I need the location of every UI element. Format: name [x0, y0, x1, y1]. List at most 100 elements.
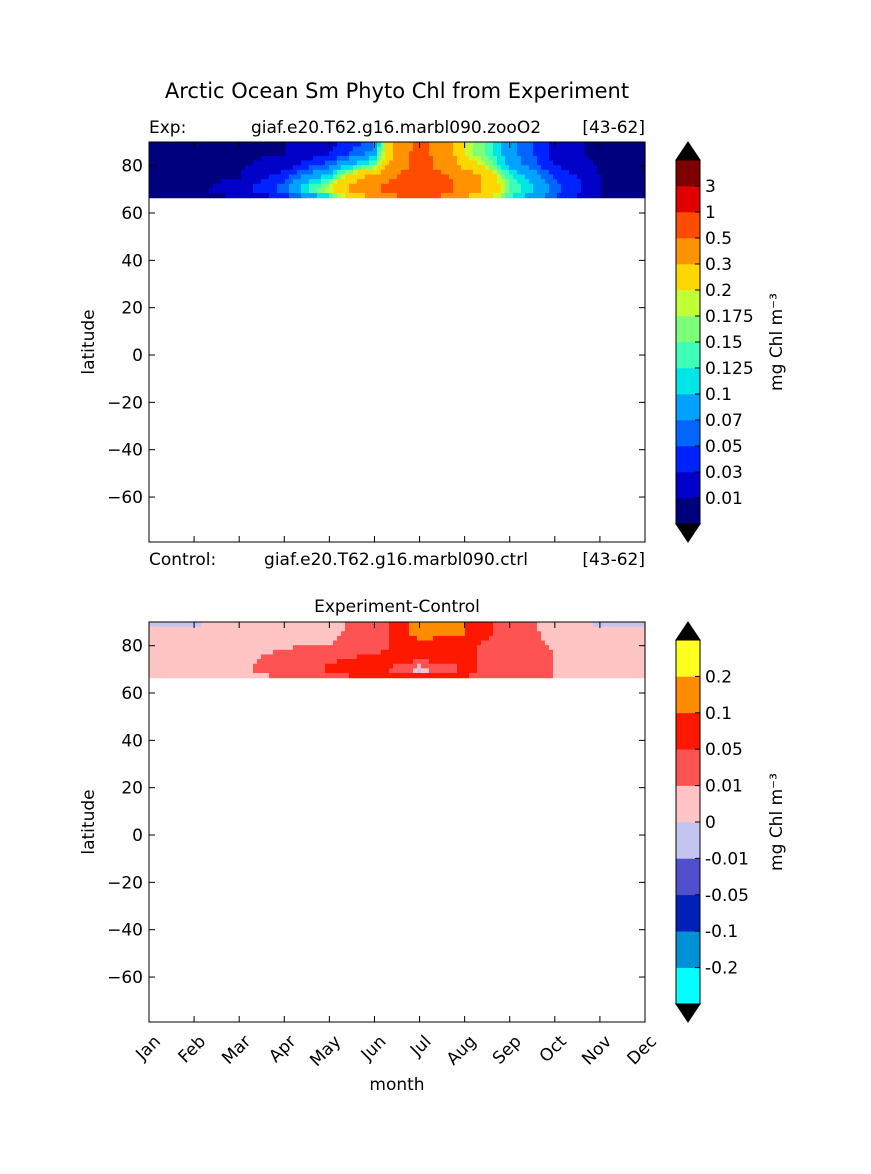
- heatmap-cell: [197, 622, 202, 628]
- heatmap-cell: [521, 151, 526, 157]
- heatmap-cell: [533, 188, 538, 194]
- heatmap-cell: [505, 155, 510, 162]
- heatmap-cell: [629, 663, 634, 669]
- heatmap-cell: [629, 160, 634, 166]
- heatmap-cell: [441, 654, 446, 660]
- heatmap-cell: [209, 654, 214, 660]
- heatmap-cell: [525, 635, 530, 642]
- heatmap-cell: [421, 672, 426, 679]
- heatmap-cell: [201, 663, 206, 669]
- heatmap-cell: [641, 179, 646, 185]
- heatmap-cell: [197, 654, 202, 660]
- heatmap-cell: [505, 146, 510, 152]
- heatmap-cell: [617, 631, 622, 637]
- heatmap-cell: [225, 160, 230, 166]
- heatmap-cell: [385, 659, 390, 665]
- heatmap-cell: [273, 668, 278, 674]
- heatmap-cell: [361, 654, 366, 660]
- heatmap-cell: [473, 155, 478, 162]
- colorbar-tick-label: 3: [705, 177, 716, 197]
- heatmap-cell: [469, 146, 474, 152]
- heatmap-cell: [577, 672, 582, 679]
- heatmap-cell: [609, 169, 614, 176]
- heatmap-cell: [225, 640, 230, 646]
- heatmap-cell: [437, 160, 442, 166]
- colorbar-tick-label: 0.03: [705, 463, 743, 483]
- heatmap-cell: [381, 179, 386, 185]
- heatmap-cell: [441, 174, 446, 180]
- colorbar-tick-label: 0.01: [705, 489, 743, 509]
- heatmap-cell: [425, 649, 430, 656]
- heatmap-cell: [505, 151, 510, 157]
- heatmap-cell: [521, 645, 526, 651]
- heatmap-cell: [289, 649, 294, 656]
- heatmap-cell: [365, 160, 370, 166]
- heatmap-cell: [625, 672, 630, 679]
- heatmap-cell: [441, 155, 446, 162]
- heatmap-cell: [437, 174, 442, 180]
- heatmap-cell: [489, 151, 494, 157]
- heatmap-cell: [457, 174, 462, 180]
- heatmap-cell: [589, 635, 594, 642]
- heatmap-cell: [605, 142, 610, 148]
- heatmap-cell: [505, 654, 510, 660]
- heatmap-cell: [429, 649, 434, 656]
- heatmap-cell: [241, 165, 246, 171]
- heatmap-cell: [433, 188, 438, 194]
- heatmap-cell: [225, 663, 230, 669]
- heatmap-cell: [493, 183, 498, 189]
- heatmap-cell: [529, 640, 534, 646]
- heatmap-cell: [361, 146, 366, 152]
- heatmap-cell: [165, 169, 170, 176]
- heatmap-cell: [357, 169, 362, 176]
- heatmap-cell: [609, 635, 614, 642]
- heatmap-cell: [297, 169, 302, 176]
- heatmap-cell: [465, 165, 470, 171]
- heatmap-cell: [389, 645, 394, 651]
- heatmap-cell: [385, 668, 390, 674]
- heatmap-cell: [205, 160, 210, 166]
- heatmap-cell: [413, 142, 418, 148]
- heatmap-cell: [361, 183, 366, 189]
- heatmap-cell: [517, 672, 522, 679]
- heatmap-cell: [289, 146, 294, 152]
- heatmap-cell: [257, 645, 262, 651]
- heatmap-cell: [433, 649, 438, 656]
- heatmap-cell: [401, 640, 406, 646]
- heatmap-cell: [501, 155, 506, 162]
- xtick-label: Dec: [624, 1032, 661, 1069]
- heatmap-cell: [545, 663, 550, 669]
- heatmap-cell: [629, 640, 634, 646]
- heatmap-cell: [421, 663, 426, 669]
- heatmap-cell: [453, 165, 458, 171]
- heatmap-cell: [213, 151, 218, 157]
- heatmap-cell: [453, 142, 458, 148]
- heatmap-cell: [513, 640, 518, 646]
- heatmap-cell: [597, 179, 602, 185]
- heatmap-cell: [369, 631, 374, 637]
- heatmap-cell: [245, 142, 250, 148]
- heatmap-cell: [573, 626, 578, 632]
- heatmap-cell: [493, 174, 498, 180]
- heatmap-cell: [417, 663, 422, 669]
- heatmap-cell: [193, 155, 198, 162]
- heatmap-cell: [377, 183, 382, 189]
- heatmap-cell: [333, 169, 338, 176]
- heatmap-cell: [221, 631, 226, 637]
- heatmap-cell: [177, 165, 182, 171]
- heatmap-cell: [425, 635, 430, 642]
- heatmap-cell: [505, 174, 510, 180]
- heatmap-cell: [353, 188, 358, 194]
- heatmap-cell: [449, 160, 454, 166]
- heatmap-cell: [565, 654, 570, 660]
- heatmap-cell: [637, 146, 642, 152]
- heatmap-cell: [637, 635, 642, 642]
- heatmap-cell: [489, 183, 494, 189]
- heatmap-cell: [637, 659, 642, 665]
- heatmap-cell: [373, 631, 378, 637]
- heatmap-cell: [405, 165, 410, 171]
- heatmap-cell: [629, 622, 634, 628]
- heatmap-cell: [617, 192, 622, 199]
- colorbar-tick-label: 0.07: [705, 411, 743, 431]
- heatmap-cell: [225, 179, 230, 185]
